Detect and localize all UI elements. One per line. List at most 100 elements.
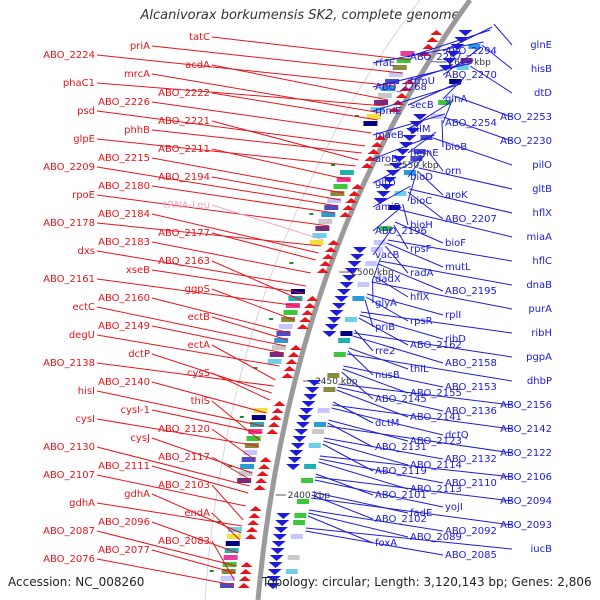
gene-arrow-left xyxy=(345,198,358,203)
feature-block xyxy=(285,569,298,574)
feature-block xyxy=(449,79,462,84)
gene-label-right: ABO_2268 xyxy=(375,82,427,93)
gene-arrow-right xyxy=(373,198,388,204)
feature-block xyxy=(251,415,266,420)
gene-label-left: ABO_2221 xyxy=(158,116,210,127)
gene-label-left: ABO_2087 xyxy=(43,526,95,537)
gene-label-right: ABO_2094 xyxy=(500,496,552,507)
gene-arrow-right xyxy=(292,436,307,442)
gene-connector xyxy=(151,325,284,354)
gene-arrow-left xyxy=(371,142,384,147)
feature-block xyxy=(379,226,392,231)
feature-block xyxy=(241,457,256,462)
feature-block xyxy=(410,156,423,161)
gene-arrow-left xyxy=(430,30,443,35)
feature-block xyxy=(238,471,253,476)
gene-arrow-left xyxy=(301,310,314,315)
feature-block xyxy=(330,191,345,196)
gene-arrow-right xyxy=(287,457,302,463)
gene-label-right: fadE xyxy=(410,508,432,519)
gene-connector xyxy=(454,95,513,118)
gene-arrow-left xyxy=(269,415,282,420)
feature-block xyxy=(381,86,396,91)
gene-label-left: tatC xyxy=(189,32,210,43)
gene-label-right: orn xyxy=(445,166,461,177)
gene-arrow-right xyxy=(446,51,461,57)
feature-block xyxy=(246,436,261,441)
gene-arrow-left xyxy=(348,191,361,196)
feature-block xyxy=(317,408,330,413)
gene-connector xyxy=(211,540,235,581)
gene-arrow-left xyxy=(374,135,387,140)
gene-connector xyxy=(151,101,372,134)
gene-arrow-right xyxy=(405,128,420,134)
gene-label-left: ABO_2140 xyxy=(98,377,150,388)
gene-connector xyxy=(394,221,444,244)
gene-label-right: rplI xyxy=(445,310,461,321)
feature-block xyxy=(352,296,365,301)
gene-label-right: gltB xyxy=(532,184,552,195)
gene-arrow-left xyxy=(253,485,266,490)
gene-arrow-left xyxy=(268,422,281,427)
gene-connector xyxy=(211,204,324,241)
gene-arrow-left xyxy=(258,464,271,469)
gene-arrow-right xyxy=(329,310,344,316)
gene-connector xyxy=(96,166,338,207)
gene-connector xyxy=(305,527,513,550)
gene-label-right: pgpA xyxy=(526,352,552,363)
gene-connector xyxy=(328,419,409,442)
gene-connector xyxy=(96,446,250,487)
gene-connector xyxy=(307,515,374,544)
gene-label-right: ribH xyxy=(531,328,552,339)
gene-arrow-right xyxy=(276,513,291,519)
gene-connector xyxy=(151,465,249,494)
gene-arrow-left xyxy=(367,149,380,154)
gene-label-right: ABO_2294 xyxy=(445,46,497,57)
gene-label-left: phhB xyxy=(124,125,150,136)
gene-label-right: ABO_2207 xyxy=(445,214,497,225)
gene-label-right: dnaB xyxy=(526,280,552,291)
gene-marker xyxy=(269,318,274,320)
gene-marker xyxy=(354,115,359,117)
gene-label-left: ABO_2161 xyxy=(43,274,95,285)
gene-label-right: ABO_2196 xyxy=(375,226,427,237)
gene-arrow-right xyxy=(269,555,284,561)
gene-arrow-left xyxy=(316,268,329,273)
gene-arrow-left xyxy=(247,520,260,525)
gene-connector xyxy=(353,332,513,358)
gene-label-right: rpsR xyxy=(410,316,433,327)
gene-arrow-left xyxy=(255,478,268,483)
gene-label-left: ABO_2107 xyxy=(43,470,95,481)
gene-connector xyxy=(407,173,417,202)
gene-label-right: ABO_2162 xyxy=(410,340,462,351)
gene-connector xyxy=(96,110,366,147)
gene-label-left: ABO_2111 xyxy=(98,461,150,472)
gene-arrow-right xyxy=(412,114,427,120)
gene-label-right: dhbP xyxy=(527,376,552,387)
gene-label-right: dtD xyxy=(534,88,552,99)
gene-label-left: gdhA xyxy=(69,498,95,509)
gene-connector xyxy=(211,512,241,541)
feature-block xyxy=(225,541,240,546)
gene-connector xyxy=(211,148,350,181)
gene-connector xyxy=(372,206,402,232)
gene-arrow-left xyxy=(426,37,439,42)
gene-connector xyxy=(442,26,493,52)
gene-connector xyxy=(493,23,513,46)
gene-label-left: cysS xyxy=(187,368,210,379)
gene-arrow-right xyxy=(296,422,311,428)
feature-block xyxy=(388,205,401,210)
gene-label-right: ABO_2114 xyxy=(410,460,462,471)
gene-label-left: ABO_2177 xyxy=(158,228,210,239)
feature-block xyxy=(438,100,451,105)
feature-block xyxy=(365,261,378,266)
gene-connector xyxy=(151,241,311,274)
gene-label-right: ABO_2270 xyxy=(445,70,497,81)
gene-connector xyxy=(402,203,409,226)
gene-connector xyxy=(211,428,256,461)
feature-block xyxy=(413,149,426,154)
gene-label-left: rpoE xyxy=(72,190,95,201)
tick-label: 2550 kbp xyxy=(396,161,439,171)
gene-arrow-right xyxy=(322,331,337,337)
gene-arrow-left xyxy=(324,247,337,252)
